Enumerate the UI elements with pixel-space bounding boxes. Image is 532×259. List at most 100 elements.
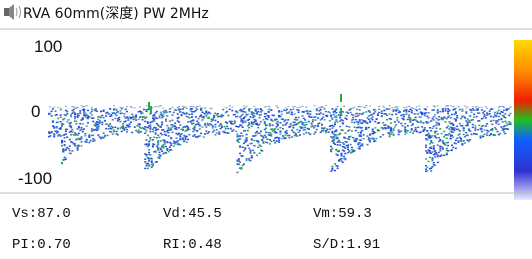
- spectrum-dot: [214, 120, 216, 122]
- spectrum-dot: [378, 109, 380, 111]
- spectrum-dot: [420, 116, 422, 118]
- baseline-noise: [365, 105, 367, 106]
- baseline-noise: [503, 107, 505, 108]
- spectrum-dot: [500, 119, 502, 121]
- spectrum-dot: [57, 131, 59, 133]
- spectrum-dot: [435, 125, 437, 127]
- spectrum-dot: [186, 136, 188, 138]
- spectrum-dot: [378, 112, 380, 114]
- spectrum-dot: [451, 114, 453, 116]
- spectrum-dot: [146, 165, 148, 167]
- spectrum-dot: [498, 116, 500, 118]
- baseline-noise: [204, 108, 206, 109]
- doppler-spectrum: [48, 94, 512, 173]
- spectrum-dot: [295, 117, 297, 119]
- spectrum-dot: [97, 134, 99, 136]
- spectrum-dot: [159, 156, 161, 158]
- spectrum-dot: [447, 150, 449, 152]
- spectrum-dot: [242, 135, 244, 137]
- spectrum-dot: [140, 131, 142, 133]
- spectrum-dot: [109, 108, 111, 110]
- spectrum-dot: [273, 140, 275, 142]
- spectrum-dot: [242, 155, 244, 157]
- spectrum-dot: [426, 167, 428, 169]
- spectrum-dot: [75, 123, 77, 125]
- spectrum-dot: [376, 138, 378, 140]
- spectrum-dot: [191, 108, 193, 110]
- spectrum-dot: [461, 110, 463, 112]
- spectrum-dot: [64, 118, 66, 120]
- baseline-noise: [472, 106, 474, 107]
- spectrum-dot: [471, 112, 473, 114]
- spectrum-dot: [430, 147, 432, 149]
- spectrum-dot: [359, 109, 361, 111]
- spectrum-dot: [474, 129, 476, 131]
- measurement: PI:0.70: [12, 237, 71, 253]
- spectrum-dot: [77, 113, 79, 115]
- spectrum-dot: [342, 122, 344, 124]
- spectrum-dot: [178, 117, 180, 119]
- spectrum-dot: [207, 123, 209, 125]
- baseline-noise: [452, 106, 454, 107]
- spectrum-dot: [248, 127, 250, 128]
- spectrum-dot: [91, 114, 93, 116]
- spectrum-dot: [484, 114, 486, 116]
- spectrum-dot: [439, 148, 441, 150]
- spectrum-dot: [178, 133, 180, 135]
- spectrum-dot: [243, 108, 245, 110]
- scale-label: 100: [34, 37, 62, 56]
- spectrum-dot: [256, 113, 258, 115]
- spectrum-dot: [216, 114, 218, 116]
- spectrum-dot: [218, 125, 220, 127]
- spectrum-dot: [372, 119, 374, 121]
- baseline-noise: [196, 106, 198, 107]
- spectrum-dot: [420, 122, 422, 124]
- spectrum-dot: [133, 116, 135, 118]
- spectrum-dot: [86, 125, 88, 127]
- spectrum-dot: [108, 125, 110, 127]
- spectrum-dot: [221, 125, 223, 127]
- spectrum-dot: [326, 129, 328, 131]
- baseline-noise: [120, 107, 122, 108]
- spectrum-dot: [494, 134, 496, 136]
- spectrum-dot: [322, 117, 324, 119]
- spectrum-dot: [73, 109, 75, 111]
- spectrum-dot: [290, 109, 292, 111]
- spectrum-dot: [412, 133, 414, 135]
- baseline-noise: [139, 106, 141, 107]
- spectrum-dot: [343, 156, 345, 158]
- baseline-noise: [343, 106, 345, 107]
- spectrum-dot: [472, 108, 474, 110]
- spectrum-dot: [203, 116, 205, 118]
- spectrum-dot: [426, 116, 428, 118]
- spectrum-dot: [246, 160, 248, 162]
- spectrum-dot: [437, 112, 439, 114]
- spectrum-dot: [451, 145, 453, 147]
- spectrum-dot: [291, 112, 293, 114]
- spectrum-dot: [153, 118, 155, 120]
- spectrum-dot: [218, 133, 220, 135]
- spectrum-dot: [83, 109, 85, 111]
- spectrum-dot: [285, 124, 287, 126]
- spectrum-dot: [341, 160, 343, 162]
- spectrum-dot: [116, 131, 118, 133]
- spectrum-dot: [175, 109, 177, 111]
- spectrum-dot: [485, 125, 487, 127]
- spectrum-dot: [398, 134, 400, 136]
- spectrum-dot: [277, 129, 279, 131]
- baseline-noise: [369, 105, 371, 106]
- spectrum-dot: [408, 114, 410, 116]
- spectrum-dot: [290, 126, 292, 128]
- spectrum-dot: [498, 124, 500, 126]
- spectrum-dot: [329, 112, 331, 114]
- spectrum-dot: [218, 131, 220, 133]
- spectrum-dot: [173, 112, 175, 114]
- spectrum-dot: [208, 124, 210, 126]
- baseline-noise: [287, 106, 289, 107]
- spectrum-dot: [409, 121, 411, 123]
- spectrum-spike: [148, 102, 150, 110]
- spectrum-dot: [432, 118, 434, 120]
- spectrum-dot: [244, 120, 246, 122]
- baseline-noise: [162, 108, 164, 109]
- spectrum-dot: [175, 137, 177, 139]
